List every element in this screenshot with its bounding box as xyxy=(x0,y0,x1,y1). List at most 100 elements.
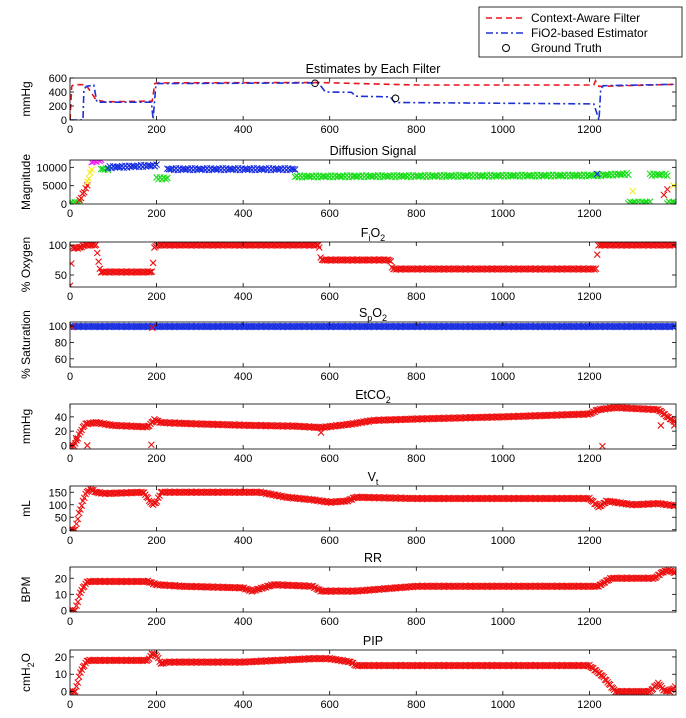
x-tick-label: 400 xyxy=(234,371,252,383)
signal-point-8-2-b xyxy=(167,166,175,173)
signal-point-9-135-b xyxy=(525,172,532,179)
panel-title: Estimates by Each Filter xyxy=(306,62,441,76)
data-point-573-b xyxy=(314,242,322,249)
x-tick-label: 400 xyxy=(234,291,252,303)
data-point-186 xyxy=(147,268,154,276)
panel-1: 0 200 400 600 800 1000 12000200400600Estimates… xyxy=(19,62,677,136)
signal-point-1-6-b xyxy=(77,199,83,204)
y-tick-label: 5000 xyxy=(43,181,67,193)
data-point-1215-b xyxy=(592,265,600,273)
panel-title: FiO2 xyxy=(361,226,385,243)
y-tick-label: 80 xyxy=(55,337,67,349)
data-point-576-b xyxy=(315,244,323,251)
data-point-669 xyxy=(356,418,363,426)
signal-point-2-1 xyxy=(77,194,85,202)
x-tick-label: 200 xyxy=(147,291,165,303)
signal-point-5-0-b xyxy=(97,165,105,173)
axes-frame xyxy=(69,77,677,121)
data-point-189-b xyxy=(148,268,156,276)
x-tick-label: 800 xyxy=(407,371,425,383)
data-point-72-b xyxy=(97,420,105,428)
signal-point-9-81-b xyxy=(431,172,439,180)
legend-box xyxy=(478,6,683,58)
data-point-207-b xyxy=(156,419,163,426)
signal-point-8-27-b xyxy=(210,165,218,173)
signal-point-9-54-b xyxy=(385,172,392,180)
signal-point-8-0-b xyxy=(164,165,171,173)
x-tick-label: 200 xyxy=(147,208,165,220)
signal-point-9-106-b xyxy=(474,171,482,179)
axes-frame xyxy=(69,159,677,205)
x-tick-label: 1200 xyxy=(577,208,601,220)
signal-point-2-3-b xyxy=(80,188,88,196)
panel-title: Diffusion Signal xyxy=(330,144,417,158)
data-point-21 xyxy=(75,243,83,251)
signal-point-9-171-b xyxy=(587,171,595,179)
plot-area xyxy=(70,322,676,332)
signal-point-7-6 xyxy=(164,174,171,182)
signal-point-9-108-b xyxy=(478,172,486,180)
outlier-point-1-b xyxy=(593,170,601,178)
series-line-2 xyxy=(70,82,676,120)
signal-point-1-0 xyxy=(70,199,74,204)
legend: Context-Aware Filter FiO2-based Estimato… xyxy=(478,6,683,58)
y-tick-label: 60 xyxy=(55,354,67,366)
x-tick-label: 200 xyxy=(147,124,165,136)
y-axis-label: % Saturation xyxy=(19,310,33,379)
signal-point-1-6 xyxy=(76,199,83,204)
outlier-point-2 xyxy=(148,324,156,332)
plot-area xyxy=(70,242,676,287)
axes-frame xyxy=(69,321,677,368)
data-point-1215 xyxy=(592,265,600,273)
data-point-60 xyxy=(92,242,100,249)
data-point-1218 xyxy=(593,251,601,258)
signal-point-10-13-b xyxy=(614,170,622,178)
signal-point-8-20-b xyxy=(198,166,206,173)
signal-point-9-115-b xyxy=(490,171,498,179)
legend-swatch-ground-truth xyxy=(502,44,510,52)
data-point-66 xyxy=(95,258,102,266)
x-tick-label: 0 xyxy=(67,371,73,383)
signal-point-9-45-b xyxy=(369,173,377,180)
y-tick-label: 100 xyxy=(49,321,67,333)
outlier-point-4-b xyxy=(663,185,671,193)
data-point-63-b xyxy=(93,249,101,257)
data-point-741-b xyxy=(387,257,395,265)
signal-point-10-4-b xyxy=(599,171,607,178)
signal-point-13-3 xyxy=(669,198,676,204)
data-point-732-b xyxy=(383,256,391,264)
signal-point-11-3 xyxy=(629,199,637,204)
signal-point-12-10-b xyxy=(663,172,671,179)
signal-point-7-5-b xyxy=(162,175,169,183)
signal-point-9-63-b xyxy=(400,172,408,180)
signal-point-9-99-b xyxy=(462,172,470,180)
plot-area xyxy=(70,79,676,120)
data-point-0-b xyxy=(70,282,74,287)
signal-point-6-28-b xyxy=(153,161,160,168)
signal-point-13-5 xyxy=(672,199,676,204)
signal-point-4-6 xyxy=(97,160,105,164)
signal-point-2-1-b xyxy=(77,194,85,202)
ground-truth-point-2 xyxy=(391,94,400,103)
signal-point-11-10 xyxy=(641,199,649,204)
signal-point-4-4-b xyxy=(94,160,99,164)
y-tick-label: 400 xyxy=(49,87,67,99)
signal-point-10-15-b xyxy=(618,171,625,178)
signal-point-8-11-b xyxy=(182,166,190,173)
signal-point-11-10-b xyxy=(642,199,649,204)
signal-point-3-1 xyxy=(85,175,93,182)
signal-point-1-0-b xyxy=(70,199,74,204)
plot-area xyxy=(70,160,676,204)
data-point-3-b xyxy=(70,260,75,266)
data-point-18-b xyxy=(74,434,82,442)
x-tick-label: 1200 xyxy=(577,124,601,136)
signal-point-8-38-b xyxy=(229,166,237,173)
signal-point-3-3-b xyxy=(88,166,96,173)
x-tick-label: 800 xyxy=(407,208,425,220)
data-point-21-b xyxy=(75,243,83,251)
signal-point-9-90-b xyxy=(447,172,455,180)
ground-truth-point-1 xyxy=(311,79,319,88)
data-point-186-b xyxy=(147,268,154,276)
